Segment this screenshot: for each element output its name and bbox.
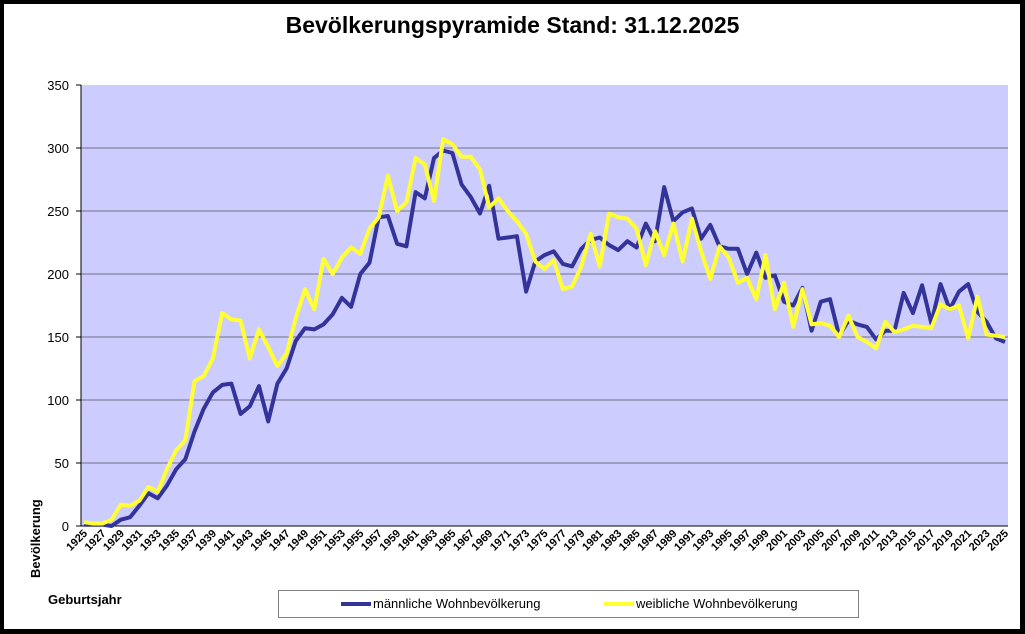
chart-legend: männliche Wohnbevölkerung weibliche Wohn…: [278, 590, 859, 618]
legend-label-male: männliche Wohnbevölkerung: [373, 596, 541, 611]
y-tick-label: 50: [55, 456, 69, 471]
y-tick-label: 250: [47, 204, 69, 219]
y-tick-label: 150: [47, 330, 69, 345]
chart-title: Bevölkerungspyramide Stand: 31.12.2025: [285, 12, 740, 38]
y-tick-label: 200: [47, 267, 69, 282]
y-tick-label: 0: [62, 519, 69, 534]
legend-label-female: weibliche Wohnbevölkerung: [636, 596, 798, 611]
x-tick-label: 2025: [985, 528, 1011, 554]
y-tick-label: 300: [47, 141, 69, 156]
legend-swatch-female-icon: [604, 601, 634, 606]
legend-swatch-male-icon: [341, 601, 371, 606]
legend-item-female: weibliche Wohnbevölkerung: [604, 596, 798, 611]
plot-area: [81, 85, 1008, 526]
y-axis-label: Bevölkerung: [28, 499, 43, 578]
x-axis-label: Geburtsjahr: [48, 592, 122, 607]
y-tick-label: 350: [47, 78, 69, 93]
y-tick-label: 100: [47, 393, 69, 408]
legend-item-male: männliche Wohnbevölkerung: [341, 596, 540, 611]
series-female-line: [83, 137, 1006, 526]
